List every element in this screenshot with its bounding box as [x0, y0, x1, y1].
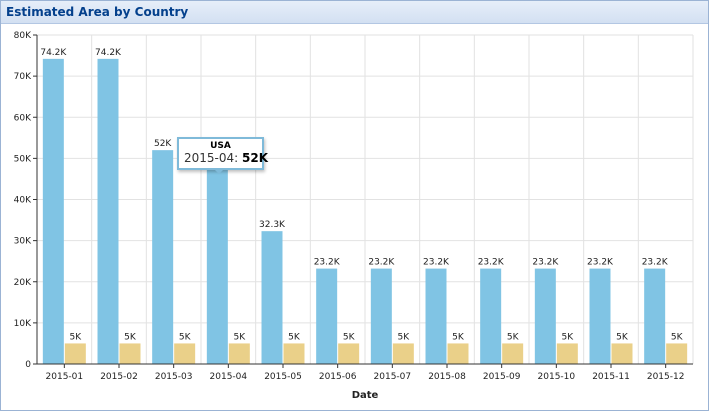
- bar: [502, 343, 524, 364]
- y-tick-label: 80K: [14, 31, 32, 41]
- tooltip-category: 2015-04:: [184, 151, 239, 165]
- data-label: 23.2K: [314, 258, 341, 268]
- data-label: 52K: [154, 139, 172, 149]
- tooltip-value-line: 2015-04: 52K: [184, 151, 268, 165]
- chart-bars: [42, 58, 688, 364]
- x-axis-title: Date: [352, 390, 379, 401]
- data-label: 5K: [179, 332, 192, 342]
- data-label: 5K: [234, 332, 247, 342]
- data-label: 5K: [507, 332, 520, 342]
- bar: [611, 343, 633, 364]
- data-label: 23.2K: [423, 258, 450, 268]
- bar: [42, 58, 64, 364]
- data-label: 23.2K: [478, 258, 505, 268]
- data-label: 23.2K: [642, 258, 669, 268]
- bar: [480, 268, 502, 364]
- bar: [119, 343, 141, 364]
- y-tick-label: 30K: [14, 237, 32, 247]
- x-tick-label: 2015-01: [46, 372, 84, 382]
- x-tick-label: 2015-08: [428, 372, 466, 382]
- data-label: 5K: [616, 332, 629, 342]
- bar: [316, 268, 338, 364]
- tooltip-value: 52K: [242, 151, 269, 165]
- x-tick-label: 2015-10: [538, 372, 576, 382]
- chart-axes: 0 10K 20K 30K 40K 50K 60K 70K 80K 2015-01 2015-02 2…: [14, 31, 693, 382]
- x-tick-label: 2015-07: [374, 372, 412, 382]
- bar: [589, 268, 611, 364]
- x-tick-label: 2015-06: [319, 372, 357, 382]
- data-label: 74.2K: [95, 48, 122, 58]
- bar: [261, 231, 283, 364]
- bar: [338, 343, 360, 364]
- data-label: 23.2K: [587, 258, 614, 268]
- y-tick-label: 0: [25, 360, 31, 370]
- x-tick-label: 2015-05: [264, 372, 302, 382]
- chart-data-labels: 74.2K 74.2K 52K 52K 32.3K 23.2K 23.2K 23.2K 23.2…: [40, 48, 683, 343]
- y-tick-label: 70K: [14, 72, 32, 82]
- data-label: 32.3K: [259, 220, 286, 230]
- bar: [644, 268, 666, 364]
- data-label: 74.2K: [40, 48, 67, 58]
- bar: [370, 268, 392, 364]
- y-tick-label: 60K: [14, 113, 32, 123]
- data-label: 5K: [562, 332, 575, 342]
- x-tick-label: 2015-12: [647, 372, 685, 382]
- bar: [174, 343, 196, 364]
- y-tick-label: 10K: [14, 319, 32, 329]
- bar: [152, 150, 174, 364]
- data-label: 5K: [343, 332, 356, 342]
- data-label: 5K: [288, 332, 301, 342]
- data-label: 23.2K: [368, 258, 395, 268]
- data-label: 5K: [124, 332, 137, 342]
- bar: [64, 343, 86, 364]
- bar-tooltip: USA 2015-04: 52K: [177, 137, 268, 170]
- bar: [228, 343, 250, 364]
- x-tick-label: 2015-03: [155, 372, 193, 382]
- bar: [425, 268, 447, 364]
- data-label: 5K: [671, 332, 684, 342]
- data-label: 5K: [70, 332, 83, 342]
- bar: [534, 268, 556, 364]
- x-tick-label: 2015-09: [483, 372, 521, 382]
- bar: [97, 58, 119, 364]
- tooltip-pointer: [213, 168, 225, 174]
- tooltip-series: USA: [210, 141, 231, 151]
- x-tick-label: 2015-02: [100, 372, 138, 382]
- bar: [283, 343, 305, 364]
- data-label: 5K: [452, 332, 465, 342]
- y-tick-label: 40K: [14, 196, 32, 206]
- panel-title: Estimated Area by Country: [6, 5, 189, 19]
- panel-header: Estimated Area by Country: [1, 1, 708, 24]
- x-tick-label: 2015-11: [592, 372, 630, 382]
- data-label: 23.2K: [532, 258, 559, 268]
- bar: [206, 150, 228, 364]
- data-label: 5K: [398, 332, 411, 342]
- bar: [447, 343, 469, 364]
- bar: [666, 343, 688, 364]
- x-tick-label: 2015-04: [210, 372, 248, 382]
- y-tick-label: 50K: [14, 154, 32, 164]
- bar: [392, 343, 414, 364]
- y-tick-label: 20K: [14, 278, 32, 288]
- bar: [556, 343, 578, 364]
